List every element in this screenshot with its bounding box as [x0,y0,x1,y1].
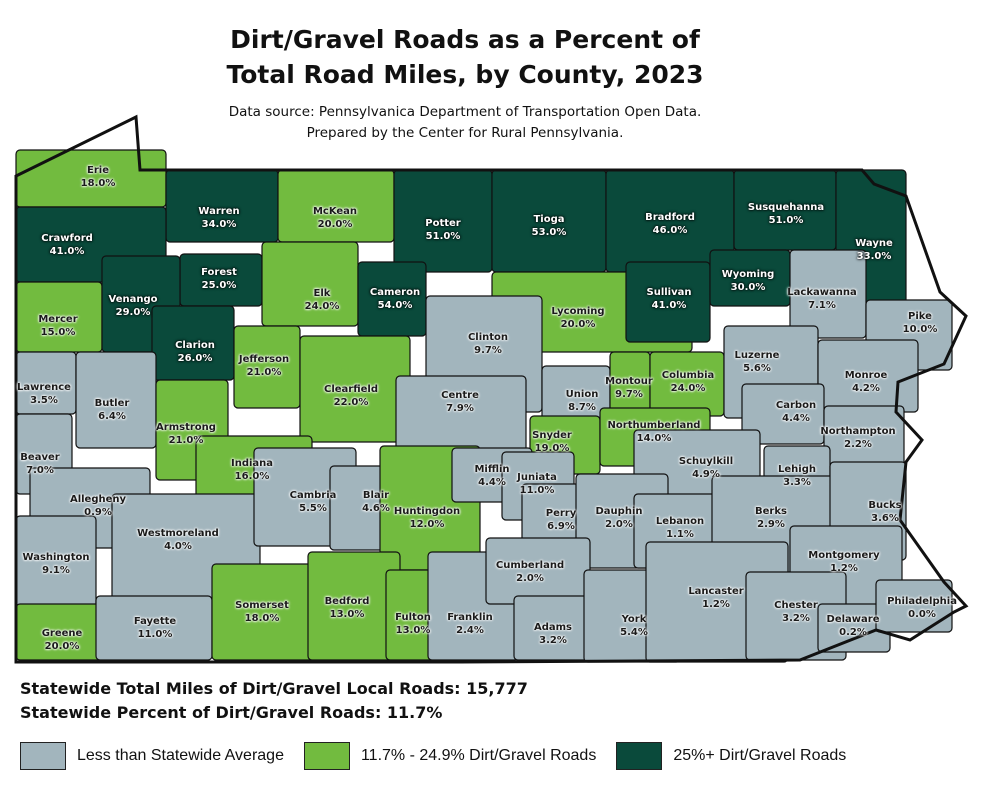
county-butler [75,351,157,449]
county-cameron [357,261,427,337]
county-susquehanna [733,169,837,251]
county-montour [609,351,651,413]
county-erie [15,149,167,208]
county-philadelphia [875,579,953,633]
legend-item-high: 25%+ Dirt/Gravel Roads [616,742,846,770]
county-tioga [491,169,607,273]
legend-label-low: Less than Statewide Average [77,747,284,764]
map-title: Dirt/Gravel Roads as a Percent of Total … [150,22,780,92]
county-elk [261,241,359,327]
county-northampton [823,405,905,471]
map-subtitle: Data source: Pennsylvanica Department of… [150,102,780,144]
statewide-stats: Statewide Total Miles of Dirt/Gravel Loc… [20,677,528,725]
county-jefferson [233,325,301,409]
county-lawrence [15,351,77,415]
county-forest [179,253,263,307]
subtitle-line-1: Data source: Pennsylvanica Department of… [228,104,702,120]
county-monroe [817,339,919,413]
county-wyoming [709,249,791,307]
county-cumberland [485,537,591,605]
county-mckean [277,169,395,243]
title-line-1: Dirt/Gravel Roads as a Percent of [230,25,700,54]
state-outline [14,114,969,664]
county-potter [393,169,493,273]
legend-item-mid: 11.7% - 24.9% Dirt/Gravel Roads [303,742,597,770]
county-clearfield [299,335,411,443]
legend-label-high: 25%+ Dirt/Gravel Roads [673,747,847,764]
county-mercer [15,281,103,353]
county-fayette [95,595,213,661]
county-columbia [649,351,725,417]
county-lackawanna [789,249,867,339]
legend-swatch-low [20,742,66,770]
legend-swatch-mid [303,742,350,770]
title-line-2: Total Road Miles, by County, 2023 [226,60,704,89]
legend-label-mid: 11.7% - 24.9% Dirt/Gravel Roads [360,747,597,764]
legend: Less than Statewide Average 11.7% - 24.9… [20,740,866,772]
county-sullivan [625,261,711,343]
county-clarion [151,305,235,381]
legend-swatch-high [616,742,663,770]
county-shapes [15,149,953,663]
legend-item-low: Less than Statewide Average [20,742,284,770]
county-somerset [211,563,323,661]
statewide-percent: Statewide Percent of Dirt/Gravel Roads: … [20,703,443,722]
subtitle-line-2: Prepared by the Center for Rural Pennsyl… [306,125,624,141]
statewide-miles: Statewide Total Miles of Dirt/Gravel Loc… [20,679,528,698]
county-warren [165,169,279,243]
county-adams [513,595,593,661]
